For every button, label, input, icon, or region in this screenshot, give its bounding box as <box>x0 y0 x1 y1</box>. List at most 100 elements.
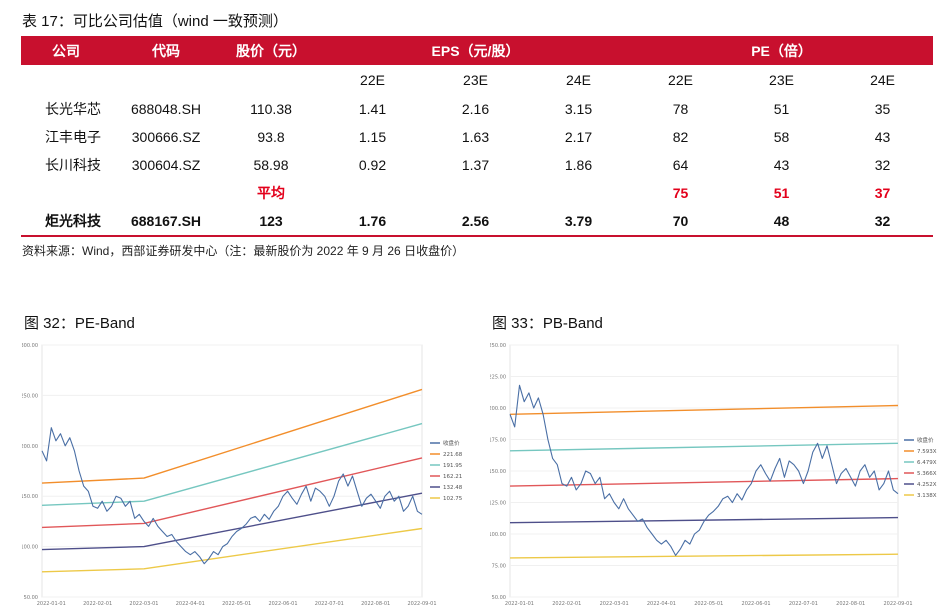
average-row: 平均 75 51 37 <box>21 179 933 207</box>
header-company: 公司 <box>21 36 111 65</box>
band-series-line <box>41 388 423 484</box>
x-tick-label: 2022-04-01 <box>647 601 676 607</box>
pe-value: 64 <box>672 157 689 173</box>
stock-code: 688048.SH <box>130 101 202 117</box>
eps-value: 2.16 <box>461 101 490 117</box>
legend-label: 收盘价 <box>443 439 460 447</box>
legend-label: 7.593X <box>917 449 937 455</box>
source-note: 资料来源：Wind，西部证券研发中心（注：最新股价为 2022 年 9 月 26… <box>22 244 465 258</box>
year-cell: 22E <box>360 72 385 88</box>
y-tick-label: 125.00 <box>490 501 506 507</box>
eps-value: 1.15 <box>358 129 387 145</box>
company-name: 长川科技 <box>45 157 101 173</box>
legend-label: 191.950X <box>443 463 462 469</box>
x-tick-label: 2022-01-01 <box>37 601 66 607</box>
company-name: 江丰电子 <box>45 129 101 145</box>
x-tick-label: 2022-07-01 <box>315 601 344 607</box>
average-pe-value: 51 <box>773 185 790 201</box>
y-tick-label: 300.00 <box>22 343 38 349</box>
legend-label: 5.366X <box>917 471 937 477</box>
year-cell: 24E <box>566 72 591 88</box>
year-header-row: 22E 23E 24E 22E 23E 24E <box>21 65 933 95</box>
average-pe-value: 37 <box>874 185 891 201</box>
y-tick-label: 225.00 <box>490 375 506 381</box>
legend-label: 收盘价 <box>917 436 934 444</box>
band-series-line <box>41 457 423 529</box>
band-series-line <box>509 442 899 452</box>
pe-value: 48 <box>731 207 833 237</box>
y-tick-label: 75.00 <box>492 564 506 570</box>
pe-band-chart: 300.00250.00200.00150.00100.0050.002022-… <box>22 343 462 607</box>
eps-value: 1.76 <box>321 207 424 237</box>
table-title: 表 17：可比公司估值（wind 一致预测） <box>22 13 288 30</box>
target-company-row: 炬光科技 688167.SH 123 1.76 2.56 3.79 70 48 … <box>21 207 934 237</box>
pe-value: 70 <box>630 207 732 237</box>
y-tick-label: 150.00 <box>490 469 506 475</box>
pe-value: 58 <box>773 129 790 145</box>
x-tick-label: 2022-03-01 <box>129 601 158 607</box>
x-tick-label: 2022-03-01 <box>600 601 629 607</box>
band-series-line <box>41 492 423 551</box>
y-tick-label: 100.00 <box>490 532 506 538</box>
year-cell: 23E <box>463 72 488 88</box>
pe-value: 43 <box>874 129 891 145</box>
eps-value: 0.92 <box>358 157 387 173</box>
band-series-line <box>509 516 899 524</box>
eps-value: 1.63 <box>461 129 490 145</box>
pe-band-title: 图 32：PE-Band <box>24 315 135 332</box>
y-tick-label: 50.00 <box>24 595 38 601</box>
x-tick-label: 2022-08-01 <box>361 601 390 607</box>
band-series-line <box>509 404 899 415</box>
legend-label: 3.138X <box>917 493 937 499</box>
table-row: 江丰电子 300666.SZ 93.8 1.15 1.63 2.17 82 58… <box>21 123 933 151</box>
year-cell: 24E <box>870 72 895 88</box>
legend-label: 6.479X <box>917 460 937 466</box>
pe-value: 51 <box>773 101 790 117</box>
pb-band-chart: 250.00 225.00 200.00 175.00 150.00 125.00 100.… <box>490 343 937 607</box>
pe-value: 78 <box>672 101 689 117</box>
price-series-line <box>41 427 423 565</box>
band-series-line <box>41 527 423 573</box>
legend-label: 162.219X <box>443 474 462 480</box>
company-name: 炬光科技 <box>21 207 111 237</box>
average-label: 平均 <box>257 185 285 201</box>
company-name: 长光华芯 <box>45 101 101 117</box>
pe-value: 82 <box>672 129 689 145</box>
x-tick-label: 2022-09-01 <box>883 601 912 607</box>
eps-value: 3.15 <box>564 101 593 117</box>
x-tick-label: 2022-06-01 <box>742 601 771 607</box>
pe-value: 32 <box>874 157 891 173</box>
x-tick-label: 2022-08-01 <box>836 601 865 607</box>
header-price: 股价（元） <box>221 36 321 65</box>
y-tick-label: 150.00 <box>22 494 38 500</box>
eps-value: 2.56 <box>424 207 527 237</box>
eps-value: 1.41 <box>358 101 387 117</box>
eps-value: 1.86 <box>564 157 593 173</box>
price-series-line <box>509 384 899 556</box>
eps-value: 1.37 <box>461 157 490 173</box>
y-tick-label: 250.00 <box>490 343 506 349</box>
table-row: 长光华芯 688048.SH 110.38 1.41 2.16 3.15 78 … <box>21 95 933 123</box>
stock-price: 110.38 <box>250 101 292 117</box>
x-tick-label: 2022-09-01 <box>407 601 436 607</box>
year-cell: 23E <box>769 72 794 88</box>
x-tick-label: 2022-04-01 <box>176 601 205 607</box>
stock-price: 93.8 <box>257 129 285 145</box>
pe-value: 43 <box>773 157 790 173</box>
year-cell: 22E <box>668 72 693 88</box>
stock-code: 300666.SZ <box>131 129 201 145</box>
y-tick-label: 200.00 <box>22 444 38 450</box>
band-series-line <box>41 422 423 506</box>
eps-value: 3.79 <box>527 207 631 237</box>
legend-label: 102.757X <box>443 496 462 502</box>
table-row: 长川科技 300604.SZ 58.98 0.92 1.37 1.86 64 4… <box>21 151 933 179</box>
header-eps: EPS（元/股） <box>321 36 631 65</box>
pb-band-title: 图 33：PB-Band <box>492 315 603 332</box>
y-tick-label: 200.00 <box>490 406 506 412</box>
legend-label: 221.681X <box>443 452 462 458</box>
x-tick-label: 2022-07-01 <box>789 601 818 607</box>
pe-value: 35 <box>874 101 891 117</box>
comparable-valuation-table: 公司 代码 股价（元） EPS（元/股） PE（倍） 22E 23E 24E 2… <box>21 36 934 237</box>
average-pe-value: 75 <box>672 185 689 201</box>
pe-value: 32 <box>832 207 934 237</box>
